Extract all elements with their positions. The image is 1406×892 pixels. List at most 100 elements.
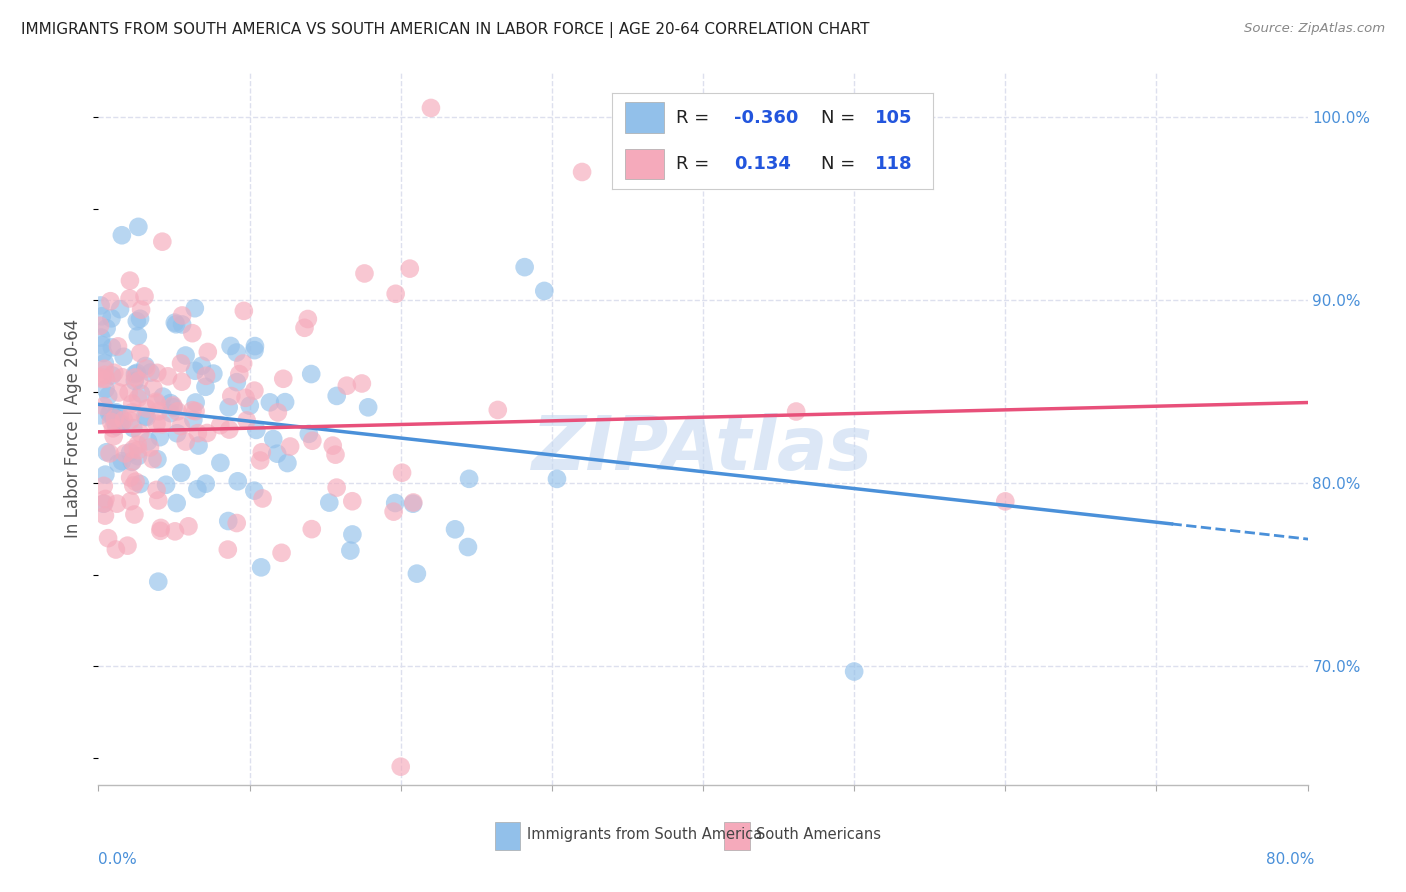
Point	[190, 359, 212, 373]
Point	[91, 338, 114, 352]
Point	[124, 475, 146, 489]
Point	[150, 417, 173, 431]
Point	[112, 413, 135, 427]
Point	[342, 494, 364, 508]
Point	[108, 417, 131, 431]
Point	[125, 314, 148, 328]
Text: 80.0%: 80.0%	[1267, 852, 1315, 867]
Point	[93, 496, 115, 510]
Point	[149, 524, 172, 538]
Point	[243, 343, 266, 358]
Point	[91, 346, 114, 360]
Point	[107, 457, 129, 471]
Point	[94, 508, 117, 523]
Point	[129, 346, 152, 360]
Point	[122, 478, 145, 492]
Point	[100, 415, 122, 429]
Point	[172, 318, 194, 332]
Point	[322, 439, 344, 453]
Point	[166, 496, 188, 510]
Point	[195, 425, 218, 440]
Point	[239, 399, 262, 413]
Point	[148, 404, 170, 418]
Point	[217, 514, 239, 528]
Point	[325, 481, 347, 495]
Point	[120, 470, 142, 484]
Point	[357, 401, 380, 415]
Point	[162, 399, 184, 413]
Point	[124, 508, 146, 522]
Point	[270, 546, 292, 560]
Point	[125, 366, 148, 380]
Point	[235, 413, 257, 427]
Point	[118, 292, 141, 306]
Point	[135, 410, 157, 425]
Point	[457, 540, 479, 554]
Point	[121, 405, 143, 419]
Point	[155, 477, 177, 491]
Point	[218, 401, 240, 415]
Point	[194, 476, 217, 491]
Point	[97, 531, 120, 545]
Point	[844, 665, 866, 679]
Point	[134, 289, 156, 303]
Point	[232, 357, 254, 371]
Point	[221, 389, 243, 403]
Point	[225, 345, 247, 359]
Point	[98, 446, 121, 460]
Point	[127, 329, 149, 343]
Point	[127, 219, 149, 234]
Point	[104, 411, 127, 425]
Point	[149, 521, 172, 535]
Point	[165, 318, 187, 332]
Point	[298, 426, 321, 441]
Point	[110, 417, 132, 431]
Point	[100, 406, 122, 420]
Text: ZIPAtlas: ZIPAtlas	[533, 413, 873, 486]
Point	[114, 446, 136, 460]
Point	[170, 419, 193, 434]
Point	[93, 497, 115, 511]
Point	[187, 438, 209, 452]
Point	[228, 367, 250, 381]
Point	[120, 494, 142, 508]
Point	[120, 414, 142, 428]
Point	[105, 419, 128, 434]
Point	[124, 370, 146, 384]
Point	[121, 396, 143, 410]
Point	[127, 437, 149, 451]
Point	[134, 409, 156, 424]
Point	[105, 497, 128, 511]
Point	[402, 495, 425, 509]
Point	[785, 404, 807, 418]
Point	[245, 423, 267, 437]
Text: Source: ZipAtlas.com: Source: ZipAtlas.com	[1244, 22, 1385, 36]
Point	[159, 406, 181, 420]
Point	[105, 405, 128, 419]
Point	[112, 350, 135, 364]
Point	[406, 566, 429, 581]
Point	[250, 445, 273, 459]
Point	[139, 441, 162, 455]
Point	[336, 378, 359, 392]
Point	[100, 294, 122, 309]
Point	[100, 311, 122, 326]
Point	[174, 434, 197, 449]
Point	[91, 372, 114, 386]
Point	[163, 316, 186, 330]
Point	[235, 391, 257, 405]
Point	[108, 409, 131, 423]
Point	[232, 304, 254, 318]
Point	[142, 381, 165, 395]
Point	[96, 321, 118, 335]
Point	[217, 542, 239, 557]
Point	[148, 493, 170, 508]
Point	[513, 260, 536, 274]
Point	[384, 286, 406, 301]
Point	[172, 309, 194, 323]
Point	[170, 466, 193, 480]
Point	[156, 369, 179, 384]
Point	[90, 310, 112, 324]
Point	[145, 394, 167, 409]
Point	[117, 385, 139, 400]
